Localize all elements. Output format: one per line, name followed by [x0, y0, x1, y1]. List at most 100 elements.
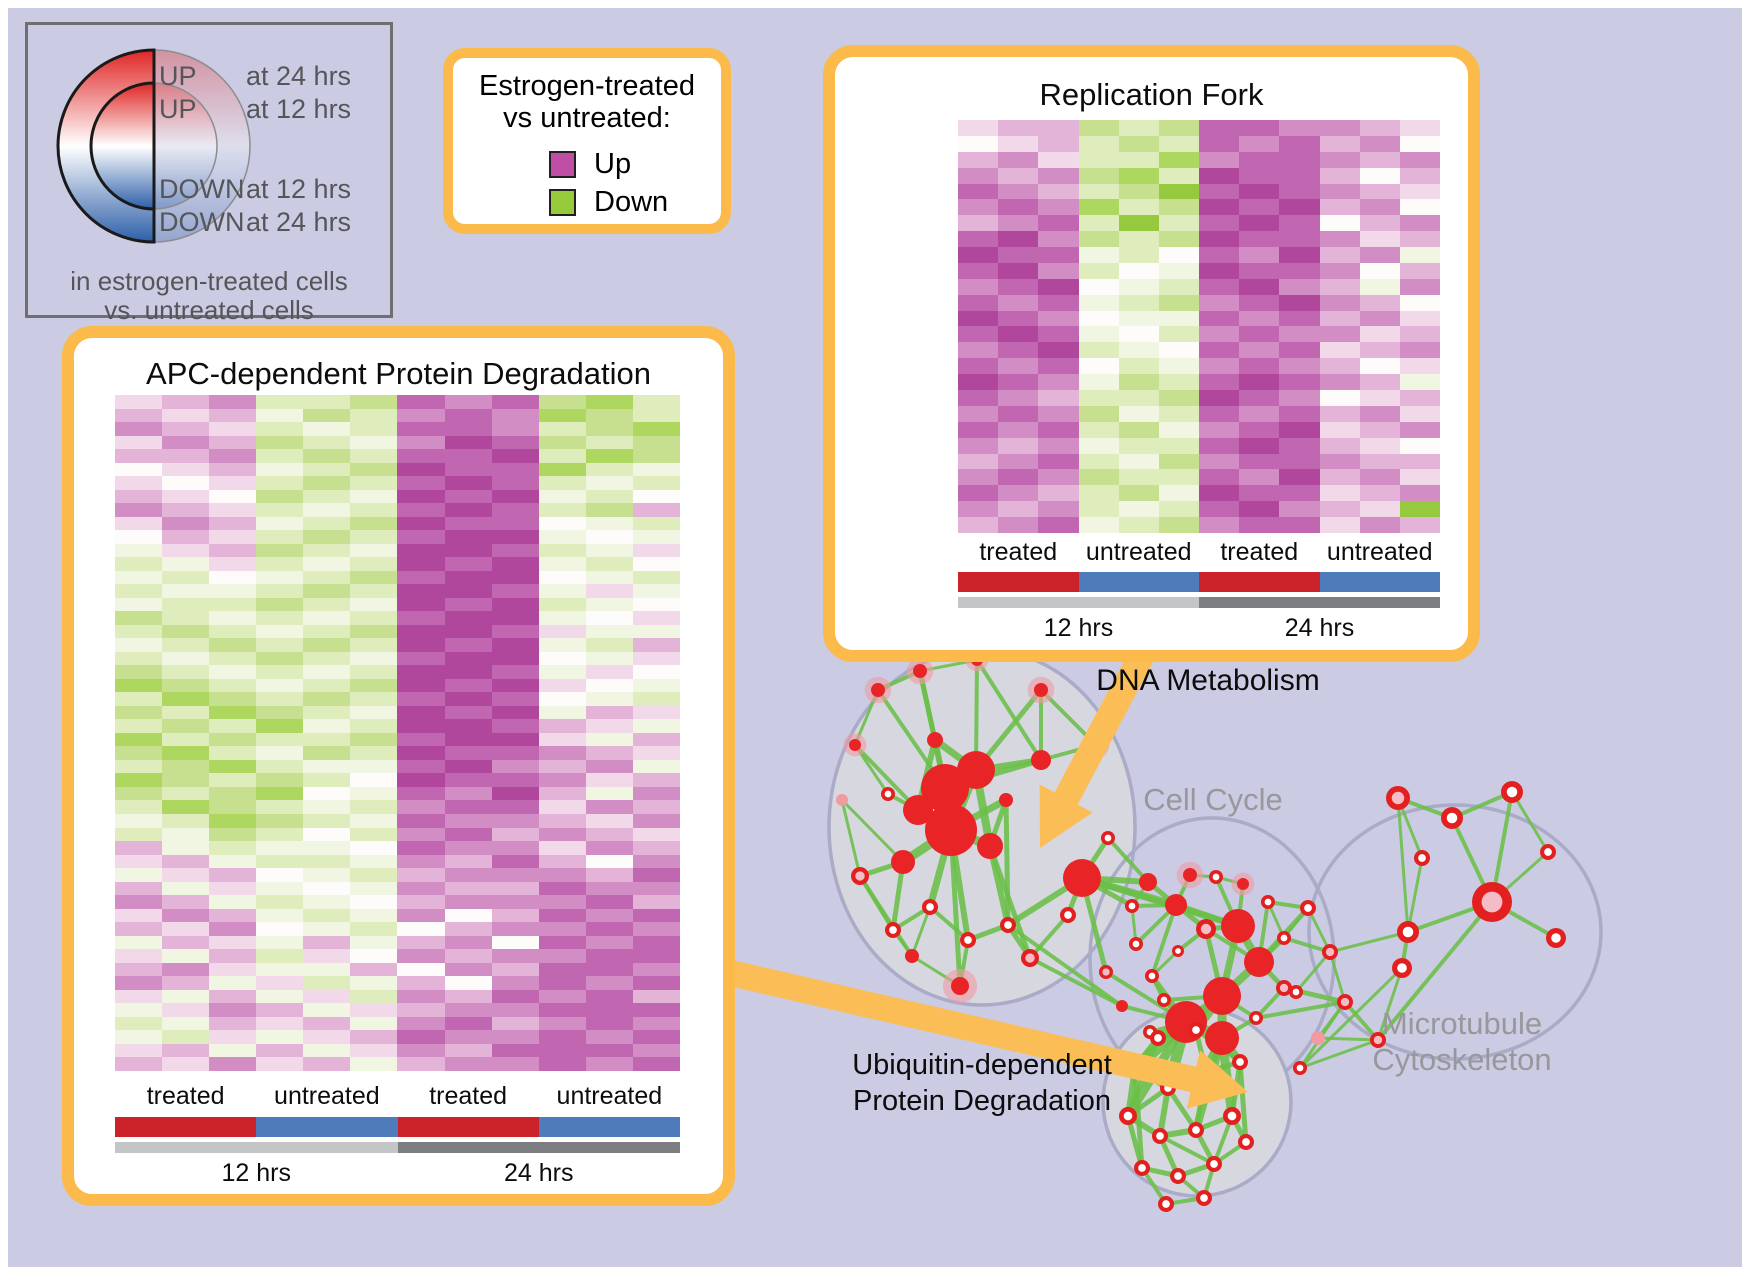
heatmap-cell [303, 1057, 351, 1071]
heatmap-cell [998, 120, 1039, 136]
heatmap-cell [491, 408, 539, 423]
heatmap-cell [397, 854, 445, 869]
heatmap-cell [1038, 326, 1079, 343]
heatmap-cell [350, 435, 398, 450]
heatmap-cell [115, 435, 163, 450]
heatmap-cell [1279, 151, 1320, 168]
heatmap-cell [1158, 421, 1199, 438]
heatmap-cell [209, 395, 257, 409]
heatmap-cell [162, 476, 210, 490]
heatmap-cell [1279, 215, 1320, 232]
heatmap-cell [444, 1057, 492, 1071]
heatmap-cell [1239, 485, 1280, 502]
heatmap-cell [397, 665, 445, 679]
apc-group-labels: treated untreated treated untreated [115, 1082, 680, 1111]
heatmap-cell [115, 800, 163, 814]
heatmap-cell [1118, 120, 1159, 136]
heatmap-cell [162, 989, 210, 1004]
heatmap-cell [1399, 374, 1440, 390]
heatmap-cell [1319, 453, 1360, 470]
heatmap-cell [303, 854, 351, 869]
heatmap-cell [397, 1016, 445, 1031]
heatmap-cell [115, 624, 163, 639]
heatmap-cell [1359, 120, 1400, 136]
heatmap-cell [256, 827, 304, 842]
heatmap-cell [538, 489, 586, 504]
heatmap-cell [538, 476, 586, 490]
heatmap-cell [209, 759, 257, 774]
heatmap-cell [444, 638, 492, 652]
heatmap-cell [1158, 405, 1199, 422]
heatmap-cell [1239, 358, 1280, 375]
heatmap-cell [1399, 453, 1440, 470]
heatmap-cell [162, 895, 210, 909]
heatmap-cell [444, 489, 492, 504]
heatmap-cell [256, 868, 304, 882]
legend-item-down: Down [549, 186, 668, 219]
heatmap-cell [303, 705, 351, 720]
heatmap-cell [585, 1030, 633, 1044]
heatmap-cell [256, 976, 304, 990]
heatmap-cell [162, 570, 210, 585]
heatmap-cell [162, 462, 210, 477]
heatmap-cell [256, 1016, 304, 1031]
heatmap-cell [1279, 247, 1320, 263]
heatmap-cell [1399, 326, 1440, 343]
corner-legend: UP at 24 hrs UP at 12 hrs DOWN at 12 hrs… [25, 22, 393, 323]
heatmap-cell [209, 1057, 257, 1071]
heatmap-cell [115, 422, 163, 436]
heatmap-cell [1239, 437, 1280, 454]
heatmap-cell [162, 449, 210, 463]
heatmap-cell [303, 692, 351, 706]
heatmap-cell [538, 435, 586, 450]
heatmap-cell [538, 408, 586, 423]
heatmap-cell [491, 800, 539, 814]
heatmap-cell [1359, 183, 1400, 200]
heatmap-cell [1319, 421, 1360, 438]
heatmap-cell [998, 262, 1039, 279]
heatmap-cell [1158, 294, 1199, 311]
heatmap-cell [1399, 405, 1440, 422]
heatmap-cell [256, 557, 304, 571]
heatmap-cell [1399, 469, 1440, 486]
heatmap-cell [1359, 231, 1400, 247]
heatmap-cell [585, 732, 633, 747]
heatmap-cell [1399, 389, 1440, 406]
heatmap-cell [1038, 215, 1079, 232]
heatmap-cell [958, 231, 999, 247]
heatmap-cell [1038, 517, 1079, 533]
heatmap-cell [491, 841, 539, 855]
heatmap-cell [209, 1003, 257, 1017]
heatmap-cell [1239, 120, 1280, 136]
heatmap-cell [350, 408, 398, 423]
heatmap-cell [256, 908, 304, 923]
heatmap-cell [491, 435, 539, 450]
heatmap-cell [1399, 231, 1440, 247]
heatmap-cell [444, 557, 492, 571]
heatmap-cell [1199, 247, 1240, 263]
heatmap-cell [958, 310, 999, 327]
heatmap-cell [209, 935, 257, 950]
heatmap-cell [303, 530, 351, 544]
heatmap-cell [256, 1003, 304, 1017]
heatmap-cell [397, 530, 445, 544]
heatmap-cell [303, 746, 351, 760]
heatmap-cell [350, 1003, 398, 1017]
heatmap-cell [538, 908, 586, 923]
heatmap-cell [998, 501, 1039, 518]
heatmap-cell [350, 476, 398, 490]
heatmap-cell [1118, 437, 1159, 454]
heatmap-cell [1399, 215, 1440, 232]
heatmap-cell [1279, 421, 1320, 438]
heatmap-cell [115, 759, 163, 774]
heatmap-cell [209, 868, 257, 882]
heatmap-cell [256, 773, 304, 787]
heatmap-cell [1239, 199, 1280, 216]
heatmap-cell [303, 503, 351, 517]
heatmap-cell [1199, 421, 1240, 438]
heatmap-cell [209, 476, 257, 490]
heatmap-cell [397, 759, 445, 774]
heatmap-cell [1279, 262, 1320, 279]
heatmap-cell [115, 557, 163, 571]
heatmap-cell [256, 841, 304, 855]
